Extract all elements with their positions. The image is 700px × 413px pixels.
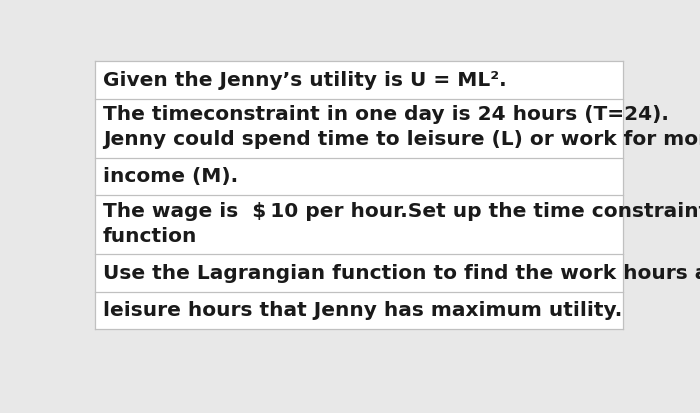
Text: Given the Jenny’s utility is U = ML².: Given the Jenny’s utility is U = ML². (103, 71, 506, 90)
Text: Jenny could spend time to leisure (L) or work for money: Jenny could spend time to leisure (L) or… (103, 130, 700, 149)
Text: The wage is  $ 10 per hour.Set up the time constraint: The wage is $ 10 per hour.Set up the tim… (103, 202, 700, 221)
Text: income (M).: income (M). (103, 167, 238, 186)
Text: The timeconstraint in one day is 24 hours (T=24).: The timeconstraint in one day is 24 hour… (103, 105, 668, 124)
Bar (94, 195, 623, 254)
Bar (94, 254, 623, 292)
Bar (94, 61, 623, 99)
Text: Use the Lagrangian function to find the work hours and: Use the Lagrangian function to find the … (103, 263, 700, 282)
Bar (94, 158, 623, 195)
Text: leisure hours that Jenny has maximum utility.: leisure hours that Jenny has maximum uti… (103, 301, 622, 320)
Text: function: function (103, 226, 197, 245)
Bar (94, 292, 623, 330)
Bar (94, 99, 623, 158)
